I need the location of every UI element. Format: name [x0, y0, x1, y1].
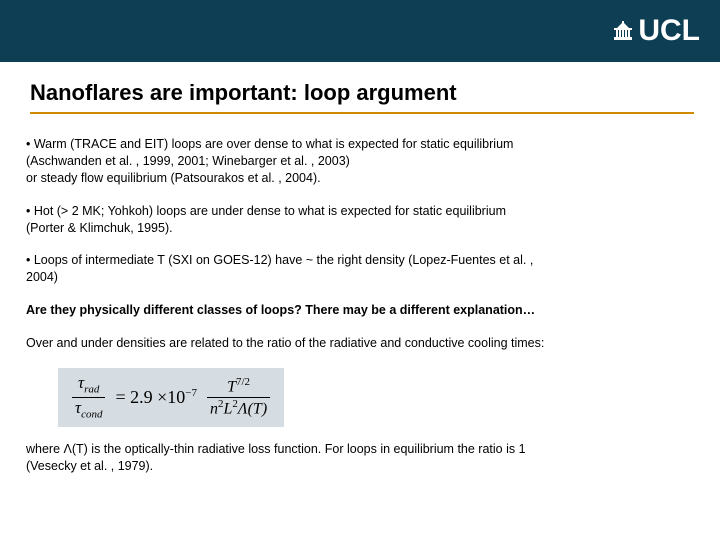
ucl-logo: UCL — [614, 14, 700, 48]
ucl-dome-icon — [614, 21, 632, 41]
logo-text: UCL — [638, 14, 700, 48]
bullet-hot-loops: • Hot (> 2 MK; Yohkoh) loops are under d… — [26, 203, 694, 237]
text-line: (Aschwanden et al. , 1999, 2001; Winebar… — [26, 154, 350, 168]
lhs-fraction: τrad τcond — [72, 374, 105, 421]
text-line: 2004) — [26, 270, 58, 284]
var-T: T — [227, 378, 236, 395]
closing-text: where Λ(T) is the optically-thin radiati… — [26, 441, 694, 475]
equals-coefficient: = 2.9 ×10−7 — [115, 387, 197, 408]
formula-container: τrad τcond = 2.9 ×10−7 T7/2 n2L2Λ(T) — [58, 368, 694, 427]
text-line: • Loops of intermediate T (SXI on GOES-1… — [26, 253, 533, 267]
text-line: • Hot (> 2 MK; Yohkoh) loops are under d… — [26, 204, 506, 218]
cooling-ratio-formula: τrad τcond = 2.9 ×10−7 T7/2 n2L2Λ(T) — [58, 368, 284, 427]
bullet-intermediate-loops: • Loops of intermediate T (SXI on GOES-1… — [26, 252, 694, 286]
slide-title: Nanoflares are important: loop argument — [30, 80, 694, 114]
text-line: (Porter & Klimchuk, 1995). — [26, 221, 173, 235]
text-line: or steady flow equilibrium (Patsourakos … — [26, 171, 321, 185]
rhs-fraction: T7/2 n2L2Λ(T) — [207, 377, 270, 418]
text-line: • Warm (TRACE and EIT) loops are over de… — [26, 137, 513, 151]
ratio-intro-text: Over and under densities are related to … — [26, 335, 694, 352]
exp-minus7: −7 — [185, 387, 197, 399]
slide-header: UCL — [0, 0, 720, 62]
text-line: where Λ(T) is the optically-thin radiati… — [26, 442, 526, 456]
lambda-T: Λ(T) — [238, 400, 267, 417]
slide-content: Nanoflares are important: loop argument … — [0, 62, 720, 475]
bullet-warm-loops: • Warm (TRACE and EIT) loops are over de… — [26, 136, 694, 187]
question-text: Are they physically different classes of… — [26, 302, 694, 319]
sub-rad: rad — [84, 383, 99, 395]
coeff-text: = 2.9 ×10 — [115, 387, 185, 407]
sub-cond: cond — [81, 408, 102, 420]
var-n: n — [210, 400, 218, 417]
exp-7-2: 7/2 — [236, 376, 250, 388]
text-line: (Vesecky et al. , 1979). — [26, 459, 153, 473]
